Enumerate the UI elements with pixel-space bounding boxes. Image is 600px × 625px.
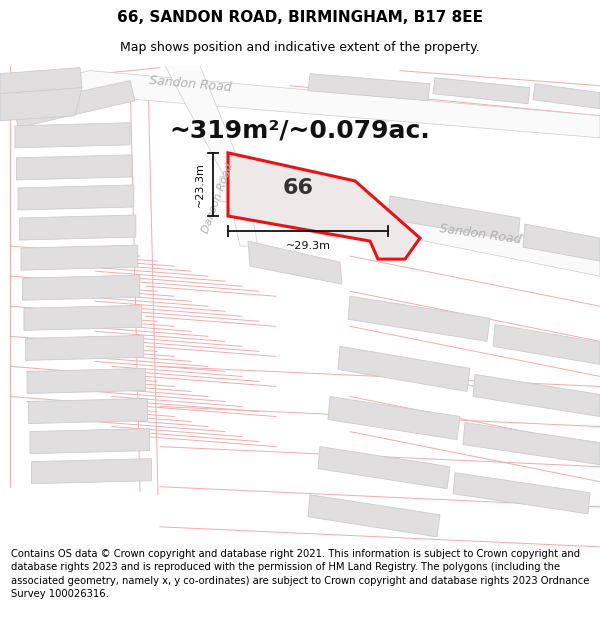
Polygon shape [308,74,430,101]
Text: Sandon Road: Sandon Road [148,74,232,94]
Polygon shape [19,215,136,240]
Polygon shape [30,429,149,454]
Polygon shape [25,336,143,361]
Polygon shape [29,399,148,424]
Polygon shape [165,66,258,246]
Text: Map shows position and indicative extent of the property.: Map shows position and indicative extent… [120,41,480,54]
Polygon shape [0,88,82,121]
Polygon shape [318,447,450,489]
Polygon shape [463,422,600,464]
Text: 66: 66 [283,178,314,198]
Polygon shape [248,241,342,284]
Polygon shape [533,84,600,109]
Text: ~23.3m: ~23.3m [195,162,205,207]
Polygon shape [388,196,520,241]
Polygon shape [328,396,460,439]
Polygon shape [473,374,600,416]
Polygon shape [338,346,470,391]
Polygon shape [21,245,138,270]
Text: 66, SANDON ROAD, BIRMINGHAM, B17 8EE: 66, SANDON ROAD, BIRMINGHAM, B17 8EE [117,10,483,25]
Polygon shape [228,153,420,259]
Text: ~29.3m: ~29.3m [286,241,331,251]
Polygon shape [17,155,132,180]
Text: Danson Road: Danson Road [200,161,235,234]
Polygon shape [23,275,140,300]
Polygon shape [24,305,142,330]
Polygon shape [308,495,440,537]
Text: Sandon Road: Sandon Road [438,222,522,246]
Polygon shape [493,324,600,364]
Polygon shape [248,186,338,238]
Text: ~319m²/~0.079ac.: ~319m²/~0.079ac. [170,119,430,142]
Polygon shape [18,185,134,210]
Text: Contains OS data © Crown copyright and database right 2021. This information is : Contains OS data © Crown copyright and d… [11,549,589,599]
Polygon shape [27,368,146,394]
Polygon shape [15,122,130,148]
Polygon shape [453,472,590,514]
Polygon shape [0,68,82,94]
Polygon shape [0,71,600,138]
Polygon shape [523,224,600,261]
Polygon shape [433,78,530,104]
Polygon shape [348,296,490,341]
Polygon shape [32,459,151,484]
Polygon shape [14,81,135,128]
Polygon shape [220,176,600,276]
